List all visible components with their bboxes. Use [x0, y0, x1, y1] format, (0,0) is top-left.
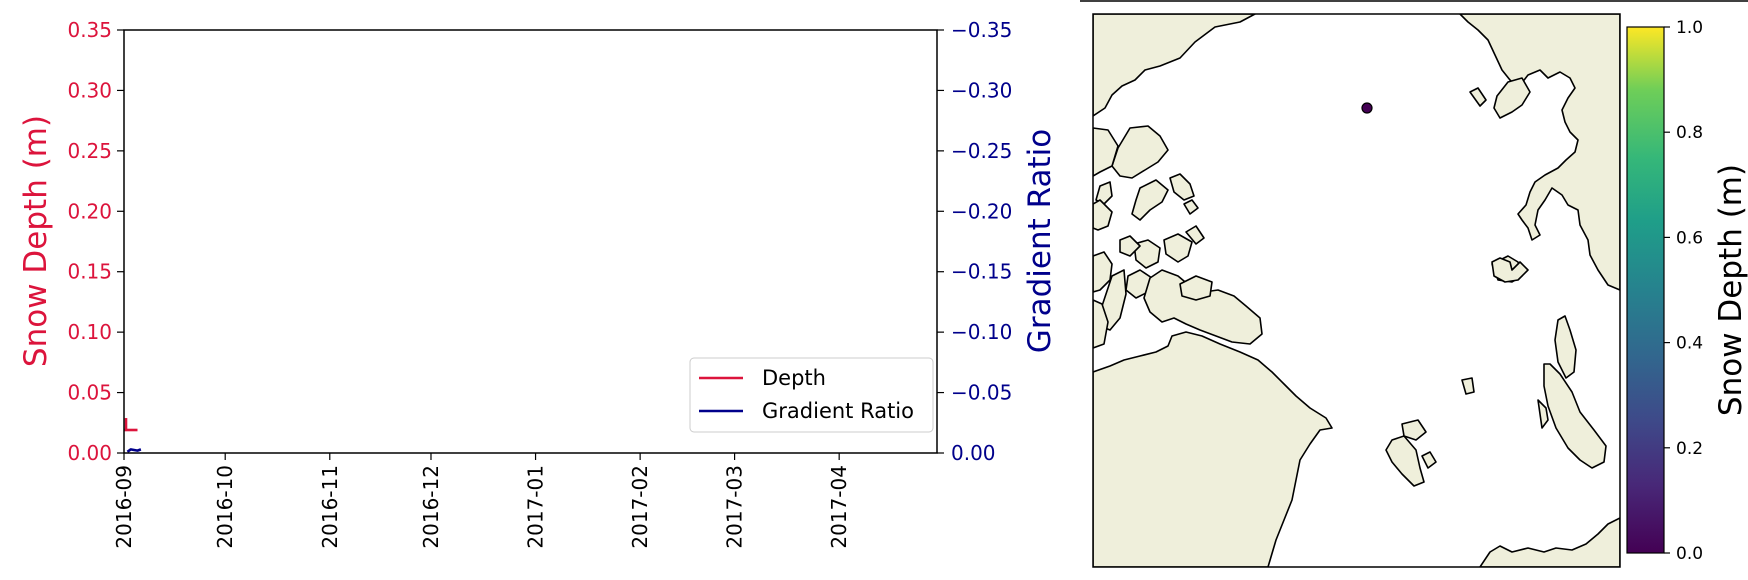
colorbar-tick-label: 0.6	[1676, 228, 1703, 248]
land-island-small-1	[1469, 87, 1487, 107]
x-tick-label: 2016-12	[419, 465, 443, 549]
timeseries-lines	[124, 418, 142, 453]
land-island-east-2	[1537, 399, 1549, 429]
right-tick-label: −0.35	[951, 18, 1012, 42]
right-tick-label: −0.25	[951, 139, 1012, 163]
land-archipelago-8	[1133, 239, 1161, 269]
land-island-east	[1543, 363, 1607, 469]
right-tick-label: 0.00	[951, 441, 996, 465]
land-top-left	[1093, 14, 1256, 117]
x-axis-ticks: 2016-09 2016-10 2016-11 2016-12 2017-01 2017-…	[112, 453, 851, 549]
land-island-greenland-w	[1493, 77, 1531, 119]
legend-label-gradient-ratio: Gradient Ratio	[762, 399, 914, 423]
right-axis-ticks: 0.00 −0.05 −0.10 −0.15 −0.20 −0.25 −0.30 −0.35	[937, 18, 1012, 465]
land-archipelago-15	[1179, 275, 1213, 301]
map-frame	[1092, 13, 1621, 568]
x-tick-label: 2017-03	[723, 465, 747, 549]
right-tick-label: −0.10	[951, 320, 1012, 344]
colorbar-tick-label: 0.4	[1676, 334, 1703, 354]
colorbar-tick-label: 0.2	[1676, 439, 1703, 459]
left-tick-label: 0.10	[67, 320, 112, 344]
x-tick-label: 2017-02	[628, 465, 652, 549]
land-archipelago-10	[1185, 225, 1205, 245]
land-archipelago-6	[1183, 199, 1199, 215]
land-archipelago-2	[1093, 127, 1119, 177]
land-archipelago-4	[1131, 179, 1169, 221]
map-data-point[interactable]	[1361, 102, 1373, 114]
land-archipelago-9	[1163, 233, 1193, 263]
land-svalbard	[1491, 257, 1529, 283]
left-tick-label: 0.25	[67, 139, 112, 163]
left-tick-label: 0.15	[67, 260, 112, 284]
land-archipelago-17	[1093, 299, 1109, 349]
right-tick-label: −0.20	[951, 199, 1012, 223]
colorbar-tick-label: 0.8	[1676, 123, 1703, 143]
left-axis-label: Snow Depth (m)	[18, 115, 54, 367]
colorbar-tick-label: 0.0	[1676, 544, 1703, 564]
legend-label-depth: Depth	[762, 366, 826, 390]
x-tick-label: 2017-01	[524, 465, 548, 549]
left-tick-label: 0.30	[67, 78, 112, 102]
x-tick-label: 2017-04	[827, 465, 851, 549]
colorbar-label: Snow Depth (m)	[1713, 164, 1748, 416]
colorbar-tick-label: 1.0	[1676, 18, 1703, 38]
legend[interactable]: Depth Gradient Ratio	[689, 357, 934, 433]
colorbar	[1626, 26, 1665, 554]
land-north-america	[1093, 331, 1333, 567]
right-tick-label: −0.05	[951, 381, 1012, 405]
land-island-small-3	[1554, 315, 1577, 379]
x-tick-label: 2016-09	[112, 465, 136, 549]
right-axis-label: Gradient Ratio	[1022, 129, 1058, 353]
left-tick-label: 0.00	[67, 441, 112, 465]
land-island-mid-2	[1401, 419, 1427, 441]
land-archipelago-11	[1119, 235, 1141, 257]
left-axis-ticks: 0.00 0.05 0.10 0.15 0.20 0.25 0.30 0.35	[67, 18, 124, 465]
colorbar-ticks: 0.0 0.2 0.4 0.6 0.8 1.0	[1664, 18, 1703, 564]
land-archipelago-5	[1169, 173, 1195, 201]
land-eurasia	[1479, 517, 1620, 567]
legend-box	[689, 357, 934, 433]
left-tick-label: 0.20	[67, 199, 112, 223]
timeseries-chart: 0.00 0.05 0.10 0.15 0.20 0.25 0.30 0.35 0.00 −0.…	[18, 18, 1058, 549]
x-tick-label: 2016-10	[213, 465, 237, 549]
series-line-gradient-ratio	[126, 448, 142, 453]
timeseries-frame	[123, 29, 938, 454]
right-tick-label: −0.15	[951, 260, 1012, 284]
left-tick-label: 0.35	[67, 18, 112, 42]
land-archipelago-3	[1095, 181, 1113, 205]
right-tick-label: −0.30	[951, 78, 1012, 102]
land-archipelago-7	[1093, 199, 1113, 231]
land-island-mid-3	[1385, 435, 1425, 487]
land-island-mid-4	[1421, 451, 1437, 469]
left-tick-label: 0.05	[67, 381, 112, 405]
x-tick-label: 2016-11	[318, 465, 342, 549]
map-land	[1093, 14, 1620, 567]
map-panel: 0.0 0.2 0.4 0.6 0.8 1.0 Snow Depth (m)	[1080, 0, 1748, 568]
land-islands-mid	[1461, 377, 1475, 395]
